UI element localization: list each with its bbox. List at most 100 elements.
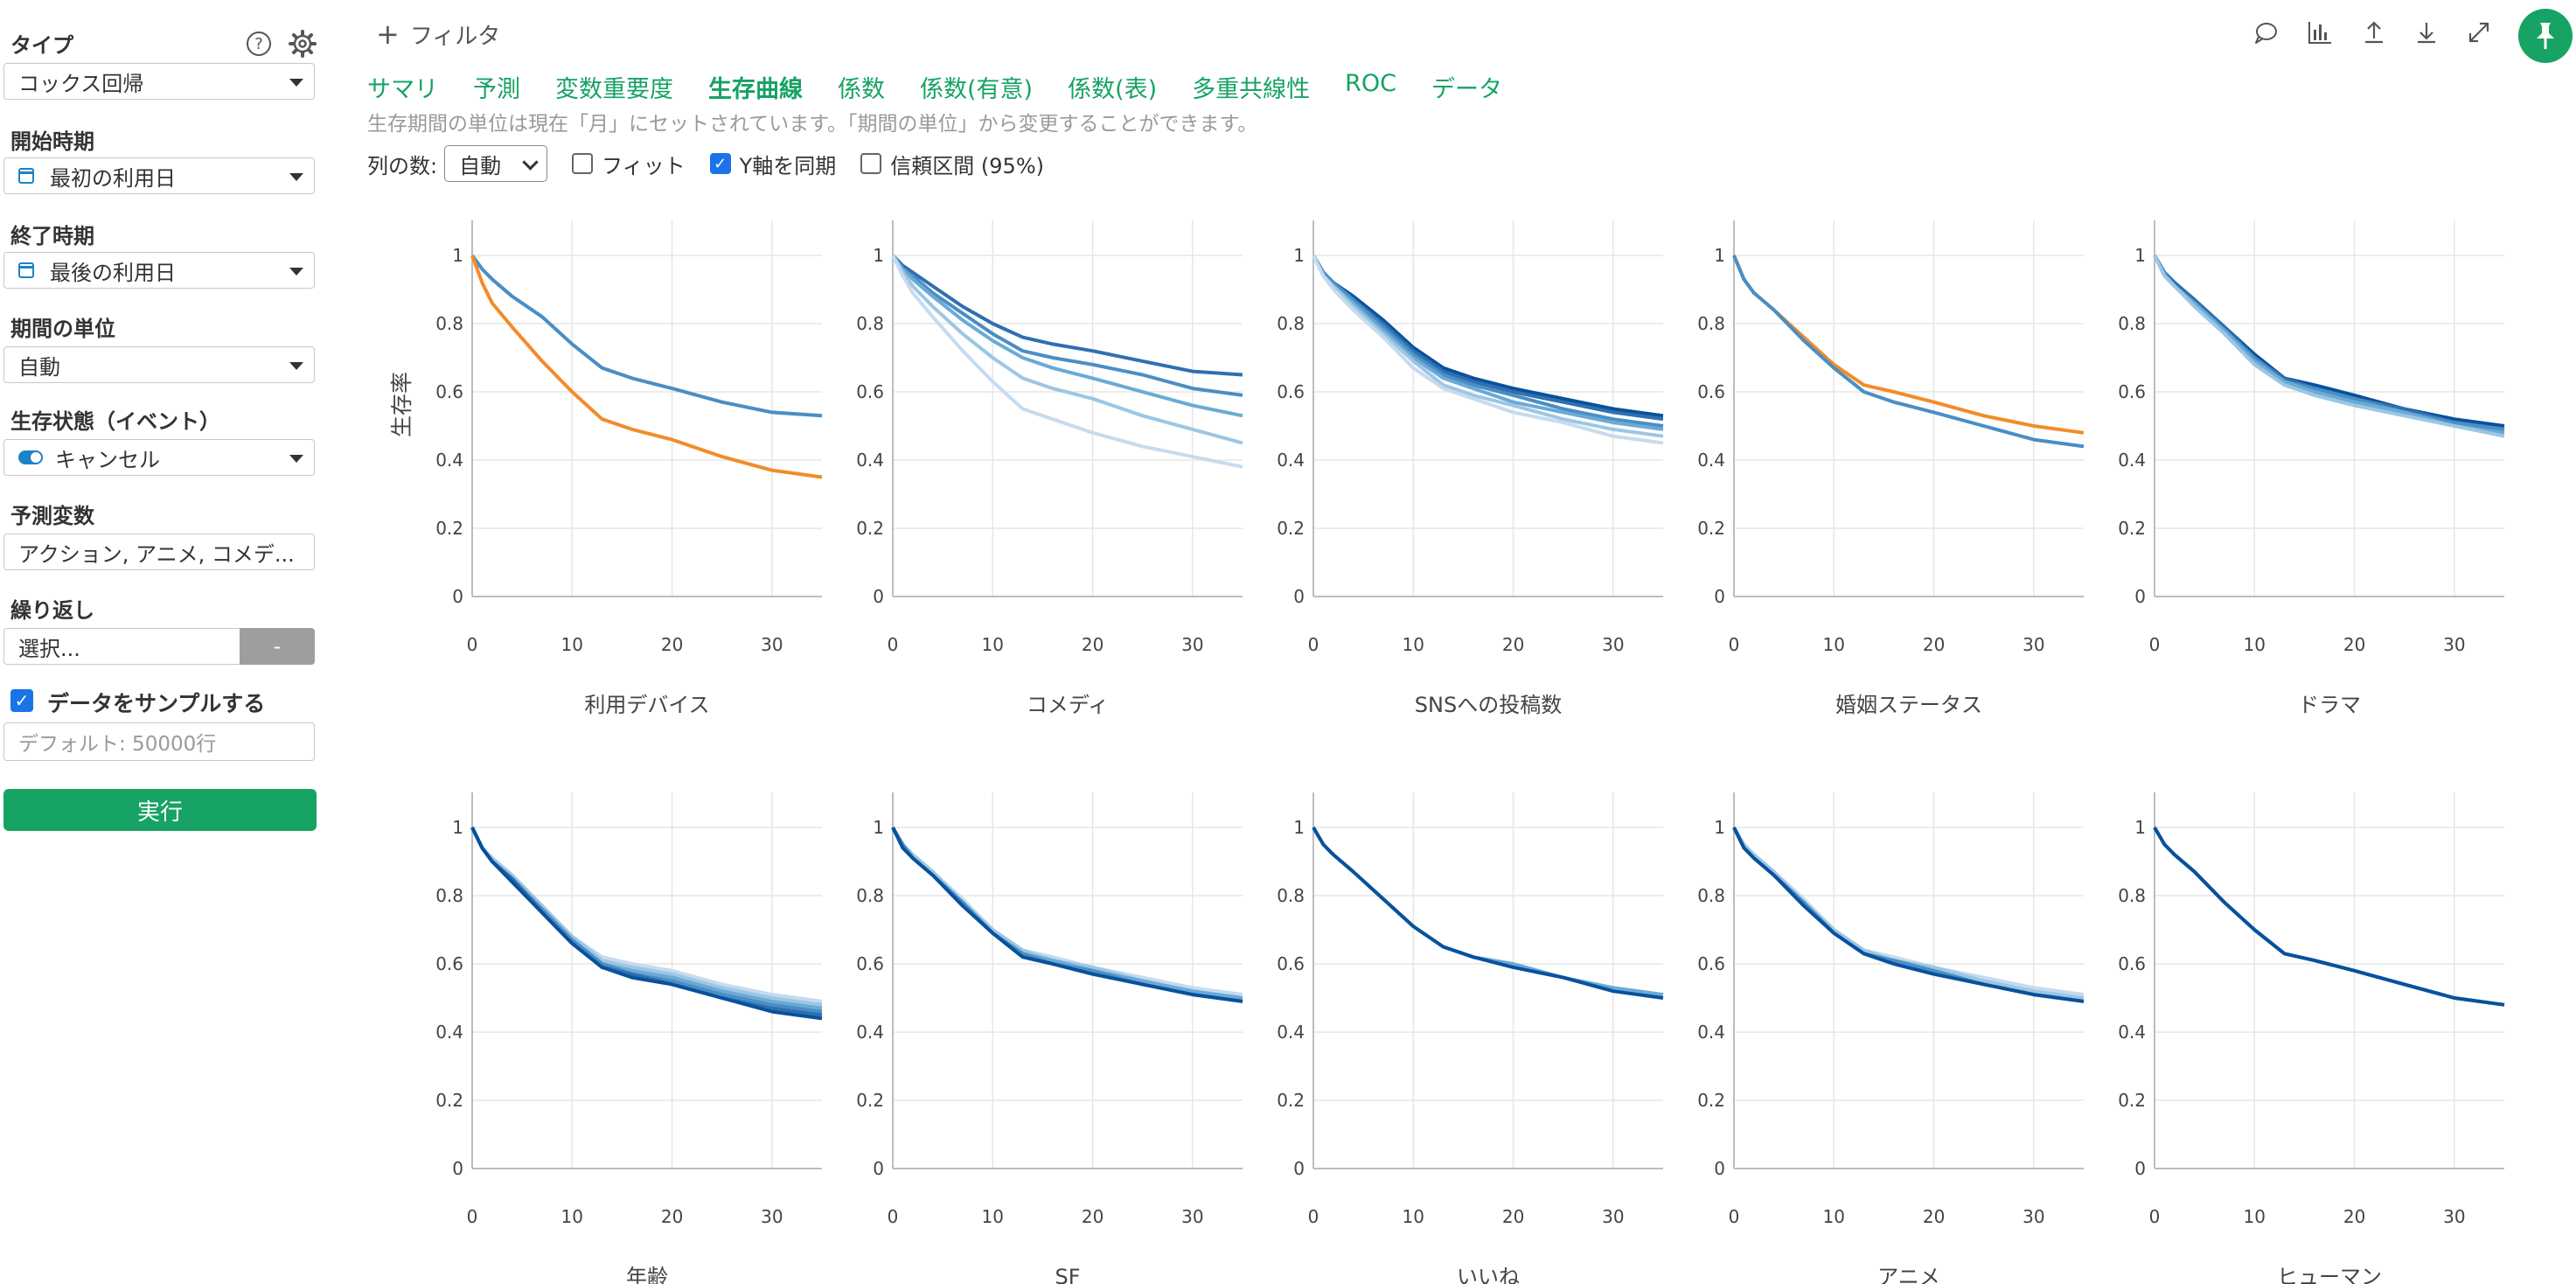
y-tick-label: 0.4 [1697, 1022, 1725, 1043]
unit-label: 期間の単位 [10, 317, 115, 341]
pin-button[interactable] [2518, 9, 2573, 63]
tab-coefficients-significant[interactable]: 係数(有意) [920, 76, 1034, 103]
survival-curve-line [2153, 255, 2505, 435]
panel-title: SF [1055, 1265, 1080, 1284]
chart-options: 列の数: 自動 フィット ✓ Y軸を同期 信頼区間 (95%) [367, 145, 1044, 182]
y-tick-label: 0 [1293, 586, 1305, 607]
y-tick-label: 0.6 [2118, 381, 2146, 402]
survival-curve-line [2153, 255, 2505, 438]
help-icon[interactable]: ? [247, 31, 271, 56]
status-select[interactable]: キャンセル [3, 439, 315, 476]
y-tick-label: 0.2 [1697, 1090, 1725, 1111]
x-tick-label: 30 [2443, 634, 2465, 655]
tab-roc[interactable]: ROC [1345, 70, 1397, 97]
panel-title: ヒューマン [2277, 1265, 2382, 1284]
y-tick-label: 0 [452, 586, 463, 607]
panel-title: コメディ [1027, 693, 1109, 717]
caret-down-icon [289, 173, 303, 181]
download-icon[interactable] [2413, 19, 2440, 45]
y-tick-label: 0.4 [856, 450, 884, 471]
gear-icon[interactable] [289, 30, 317, 58]
start-select[interactable]: 最初の利用日 [3, 157, 315, 194]
sample-label: データをサンプルする [47, 691, 266, 716]
y-tick-label: 1 [873, 245, 884, 266]
tab-summary[interactable]: サマリ [367, 76, 438, 103]
y-tick-label: 1 [1293, 817, 1305, 838]
y-tick-label: 0.2 [856, 1090, 884, 1111]
y-tick-label: 0.4 [435, 450, 463, 471]
x-tick-label: 10 [2244, 1206, 2266, 1227]
predictors-label: 予測変数 [10, 504, 94, 528]
unit-value: 自動 [18, 354, 60, 380]
cols-select[interactable]: 自動 [444, 145, 548, 182]
unit-select[interactable]: 自動 [3, 346, 315, 383]
y-tick-label: 0.4 [2118, 450, 2146, 471]
tab-coefficients-table[interactable]: 係数(表) [1068, 76, 1158, 103]
x-tick-label: 20 [1082, 1206, 1104, 1227]
y-tick-label: 0.2 [2118, 1090, 2146, 1111]
survival-curve-line [2153, 826, 2505, 1007]
survival-curve-line [891, 826, 1243, 1000]
y-tick-label: 0.4 [856, 1022, 884, 1043]
y-tick-label: 0 [1293, 1158, 1305, 1179]
sample-checkbox[interactable]: ✓ [10, 689, 33, 712]
comment-icon[interactable] [2252, 19, 2279, 45]
y-tick-label: 0.6 [435, 953, 463, 974]
y-tick-label: 0.8 [856, 313, 884, 334]
survival-curve-line [1312, 826, 1664, 1000]
tab-multicollinearity[interactable]: 多重共線性 [1192, 76, 1311, 103]
x-tick-label: 10 [1823, 634, 1845, 655]
caret-down-icon [289, 79, 303, 87]
repeat-select[interactable]: 選択... [3, 628, 240, 665]
survival-curve-line [1732, 827, 2085, 1003]
ci-checkbox[interactable] [860, 153, 882, 174]
type-select[interactable]: コックス回帰 [3, 63, 315, 100]
fit-checkbox[interactable] [572, 153, 594, 174]
survival-curve-line [1732, 826, 2085, 1000]
y-tick-label: 0.8 [2118, 885, 2146, 906]
upload-icon[interactable] [2361, 19, 2387, 45]
predictors-select[interactable]: アクション, アニメ, コメデ... [3, 534, 315, 570]
y-tick-label: 0.4 [2118, 1022, 2146, 1043]
x-tick-label: 0 [888, 1206, 899, 1227]
expand-icon[interactable] [2466, 19, 2492, 45]
x-tick-label: 10 [1823, 1206, 1845, 1227]
y-tick-label: 0 [452, 1158, 463, 1179]
x-tick-label: 30 [2023, 634, 2044, 655]
status-label: 生存状態（イベント） [10, 409, 220, 434]
survival-curve-line [1312, 254, 1664, 428]
bar-chart-icon[interactable] [2307, 19, 2333, 45]
repeat-clear-button[interactable]: - [240, 628, 315, 665]
caret-down-icon [289, 268, 303, 276]
tab-prediction[interactable]: 予測 [473, 76, 520, 103]
y-tick-label: 1 [452, 817, 463, 838]
survival-curve-line [2153, 254, 2505, 431]
repeat-value: 選択... [18, 636, 80, 661]
y-tick-label: 0 [2134, 586, 2146, 607]
survival-curve-line [1312, 826, 1664, 997]
x-tick-label: 10 [982, 634, 1004, 655]
x-tick-label: 30 [1181, 1206, 1203, 1227]
y-tick-label: 0 [873, 1158, 884, 1179]
sync-y-checkbox[interactable]: ✓ [709, 153, 731, 174]
x-tick-label: 20 [1082, 634, 1104, 655]
run-button[interactable]: 実行 [3, 789, 317, 831]
tab-bar: サマリ 予測 変数重要度 生存曲線 係数 係数(有意) 係数(表) 多重共線性 … [367, 70, 1537, 104]
tab-importance[interactable]: 変数重要度 [555, 76, 673, 103]
y-tick-label: 0.2 [2118, 518, 2146, 539]
tab-coefficients[interactable]: 係数 [838, 76, 885, 103]
predictors-value: アクション, アニメ, コメデ... [18, 541, 295, 567]
x-tick-label: 30 [2023, 1206, 2044, 1227]
x-tick-label: 20 [661, 1206, 683, 1227]
filter-button[interactable]: + フィルタ [376, 17, 500, 51]
tab-survival-curve[interactable]: 生存曲線 [708, 76, 803, 103]
y-tick-label: 1 [873, 817, 884, 838]
survival-curve-line [1732, 827, 2085, 1003]
x-tick-label: 10 [561, 634, 583, 655]
sample-size-input[interactable]: デフォルト: 50000行 [3, 722, 315, 761]
end-select[interactable]: 最後の利用日 [3, 252, 315, 289]
chevron-down-icon [522, 154, 539, 171]
tab-data[interactable]: データ [1431, 76, 1503, 103]
survival-curve-line [891, 826, 1243, 1003]
survival-curve-line [891, 254, 1243, 397]
